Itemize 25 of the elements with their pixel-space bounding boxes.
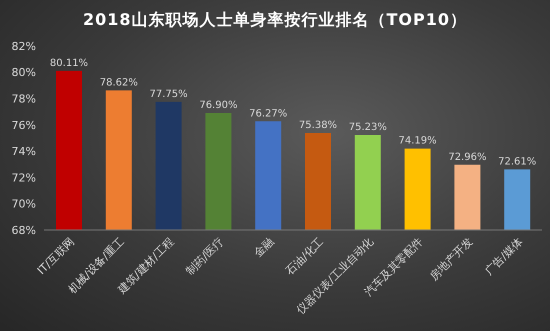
x-tick-label: 金融 — [251, 234, 276, 260]
y-tick-label: 76% — [12, 118, 36, 132]
y-tick-label: 74% — [12, 145, 36, 158]
data-label: 78.62% — [100, 77, 138, 88]
x-tick-label: 石油/化工 — [283, 234, 326, 278]
x-tick-label: 房地产开发 — [427, 234, 476, 284]
data-label: 76.90% — [199, 100, 238, 112]
y-tick-label: 72% — [12, 171, 36, 184]
data-label: 75.23% — [348, 122, 387, 133]
y-tick-label: 78% — [12, 92, 36, 106]
data-label: 74.19% — [398, 136, 437, 147]
x-tick-label: IT/互联网 — [34, 234, 78, 278]
y-tick-label: 82% — [12, 40, 36, 53]
y-tick-label: 68% — [12, 224, 36, 237]
x-tick-label: 广告/媒体 — [482, 234, 526, 278]
data-label: 72.96% — [448, 152, 486, 163]
data-label: 72.61% — [498, 156, 536, 168]
data-label: 75.38% — [298, 120, 338, 132]
data-label: 77.75% — [150, 88, 188, 100]
data-label: 76.27% — [249, 108, 288, 120]
y-tick-label: 80% — [12, 66, 36, 80]
y-tick-label: 70% — [12, 198, 36, 211]
chart-title: 2018山东职场人士单身率按行业排名（TOP10） — [82, 10, 468, 31]
data-label: 80.11% — [50, 58, 88, 69]
x-tick-label: 制药/医疗 — [183, 234, 226, 278]
